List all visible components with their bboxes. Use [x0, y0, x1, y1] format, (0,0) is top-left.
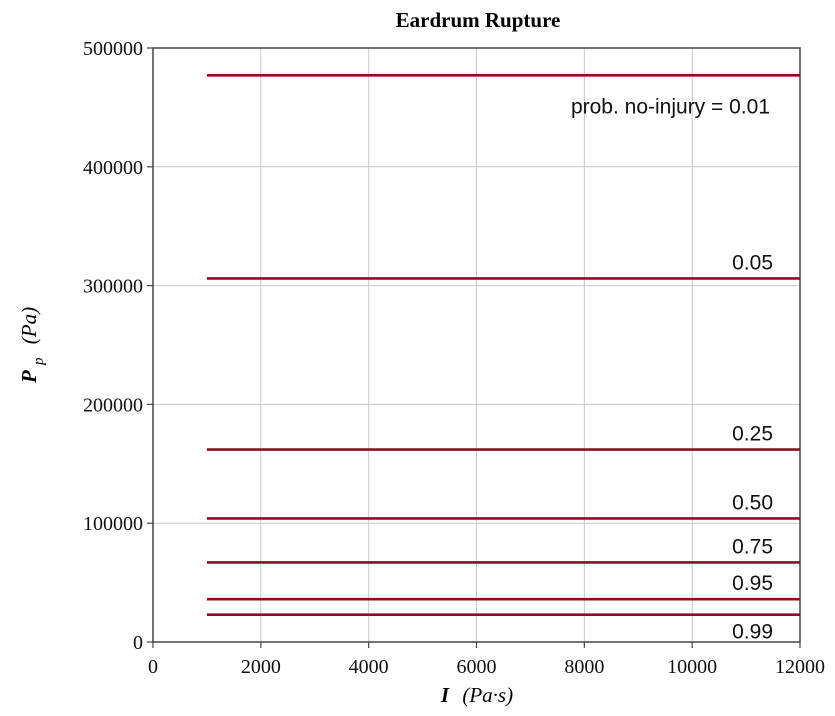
series-label: 0.75	[732, 535, 773, 558]
y-tick-label: 400000	[83, 157, 143, 179]
series-label: prob. no-injury = 0.01	[571, 95, 770, 118]
x-tick-label: 8000	[564, 656, 604, 678]
chart-title: Eardrum Rupture	[396, 8, 561, 32]
grid	[152, 47, 801, 643]
series-label: 0.99	[732, 621, 773, 644]
y-axis-symbol: P	[17, 370, 41, 384]
y-axis-unit: (Pa)	[17, 307, 41, 344]
y-tick-label: 100000	[83, 513, 143, 535]
x-tick-label: 2000	[241, 656, 281, 678]
y-tick-label: 200000	[83, 394, 143, 416]
x-axis-unit: (Pa·s)	[462, 683, 513, 707]
series-lines	[206, 74, 800, 616]
series-label: 0.05	[732, 251, 773, 274]
series-label: 0.25	[732, 423, 773, 446]
x-tick-label: 0	[148, 656, 158, 678]
x-tick-label: 10000	[667, 656, 717, 678]
x-axis-label: I (Pa·s)	[440, 683, 513, 707]
x-tick-label: 6000	[457, 656, 497, 678]
x-axis-symbol: I	[440, 683, 450, 707]
y-tick-label: 0	[133, 632, 143, 654]
series-label: 0.50	[732, 491, 773, 514]
y-tick-label: 300000	[83, 276, 143, 298]
axis-ticks: 0 2000 4000 6000 8000 10000 12000 0 100000 200000…	[83, 38, 825, 678]
x-tick-label: 4000	[349, 656, 389, 678]
y-axis-subscript: p	[31, 357, 47, 366]
y-tick-label: 500000	[83, 38, 143, 60]
series-labels: prob. no-injury = 0.01 0.05 0.25 0.50 0.75 0.…	[571, 95, 773, 643]
series-label: 0.95	[732, 572, 773, 595]
x-tick-label: 12000	[775, 656, 825, 678]
y-axis-label: P p (Pa)	[17, 307, 48, 384]
